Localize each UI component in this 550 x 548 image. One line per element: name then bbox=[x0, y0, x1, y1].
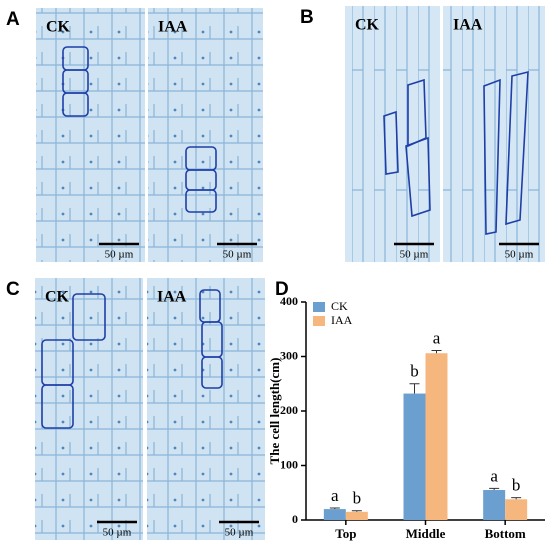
micrograph bbox=[147, 278, 265, 540]
image-label: CK bbox=[46, 19, 71, 36]
image-label: IAA bbox=[158, 19, 188, 36]
significance-letter: b bbox=[512, 476, 521, 495]
cell-outline bbox=[62, 92, 89, 117]
cell-outline bbox=[201, 356, 223, 389]
micrograph bbox=[443, 6, 545, 262]
y-tick-label: 400 bbox=[280, 294, 298, 308]
cell-outlines bbox=[41, 46, 529, 429]
bar bbox=[345, 511, 368, 520]
cell-outline bbox=[72, 293, 106, 341]
scale-label: 50 µm bbox=[223, 249, 252, 261]
bar bbox=[425, 353, 448, 520]
panel-label: C bbox=[6, 279, 20, 300]
micrograph bbox=[36, 8, 145, 262]
cell-outline bbox=[185, 189, 217, 213]
cell-outline bbox=[483, 78, 501, 235]
bar bbox=[323, 509, 346, 520]
scale-label: 50 µm bbox=[225, 527, 254, 539]
significance-letter: b bbox=[410, 362, 419, 381]
x-tick-label: Middle bbox=[406, 526, 446, 541]
image-label: IAA bbox=[157, 289, 187, 306]
cell-outline bbox=[383, 110, 399, 175]
legend-swatch bbox=[313, 302, 325, 312]
legend-label: IAA bbox=[331, 313, 353, 327]
significance-letter: a bbox=[490, 466, 498, 485]
scale-label: 50 µm bbox=[103, 527, 132, 539]
micrograph bbox=[345, 6, 440, 262]
scale-label: 50 µm bbox=[105, 249, 134, 261]
micrograph bbox=[35, 278, 143, 540]
y-tick-label: 300 bbox=[280, 348, 298, 362]
bar bbox=[505, 499, 528, 520]
legend-swatch bbox=[313, 316, 325, 326]
panel-label: D bbox=[275, 279, 289, 300]
significance-letter: a bbox=[433, 328, 441, 347]
cell-outline bbox=[405, 136, 431, 218]
y-tick-label: 200 bbox=[280, 403, 298, 417]
panel-label: A bbox=[6, 9, 20, 30]
cell-outline bbox=[505, 70, 529, 226]
panel-label: B bbox=[300, 7, 314, 28]
bar bbox=[403, 393, 426, 520]
scale-label: 50 µm bbox=[400, 249, 429, 261]
significance-letter: a bbox=[331, 486, 339, 505]
y-axis-label: The cell length(cm) bbox=[267, 358, 282, 465]
bar bbox=[483, 490, 506, 520]
image-label: IAA bbox=[453, 17, 483, 34]
significance-letter: b bbox=[353, 489, 362, 508]
cell-outline bbox=[41, 384, 74, 429]
x-tick-label: Bottom bbox=[485, 526, 526, 541]
y-tick-label: 100 bbox=[280, 457, 298, 471]
image-label: CK bbox=[355, 17, 380, 34]
x-tick-label: Top bbox=[335, 526, 356, 541]
legend-label: CK bbox=[331, 299, 348, 313]
y-tick-label: 0 bbox=[292, 512, 298, 526]
micrograph bbox=[148, 8, 263, 262]
scale-label: 50 µm bbox=[505, 249, 534, 261]
image-label: CK bbox=[45, 289, 70, 306]
